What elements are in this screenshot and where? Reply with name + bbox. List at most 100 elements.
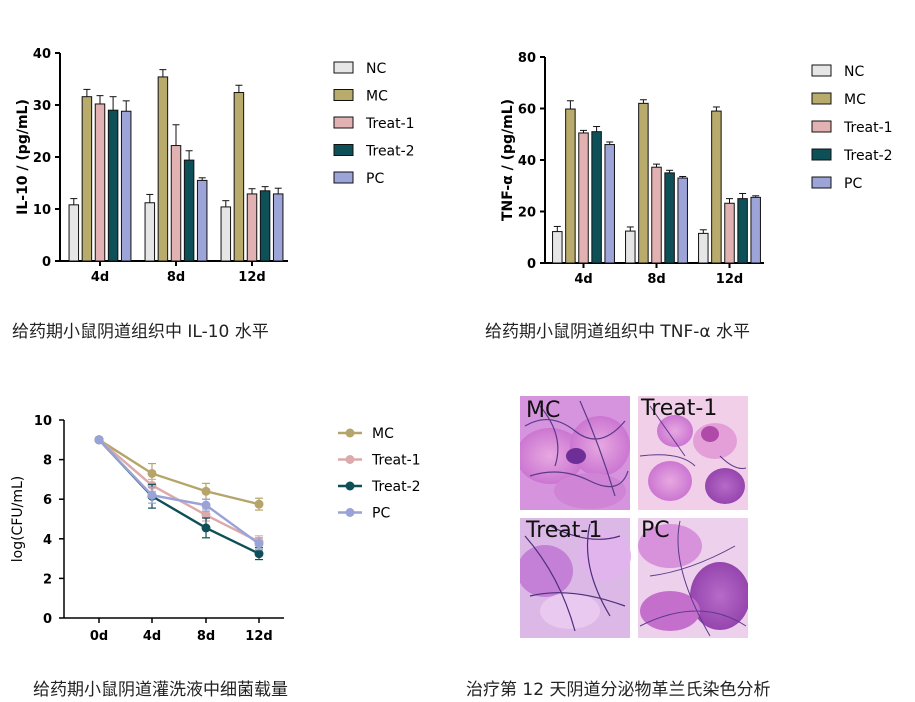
tnf-y-axis-label: TNF-α / (pg/mL) xyxy=(500,99,516,221)
cfu-x-tick-label: 8d xyxy=(197,629,215,644)
il10-y-tick-label: 10 xyxy=(33,203,51,218)
tnf-legend-label: MC xyxy=(844,92,866,108)
il10-bar-nc xyxy=(144,202,156,262)
cfu-line-treat-2 xyxy=(98,438,260,555)
tnf-bar-treat-2 xyxy=(591,131,602,264)
il10-bar-nc xyxy=(220,206,232,262)
il10-bar-chart: 0 10 20 30 40 IL-10 / (pg/mL) 4d 8d 12d NC MC Treat… xyxy=(15,47,415,285)
il10-legend-swatch xyxy=(333,89,354,101)
cfu-point-mc xyxy=(254,499,264,509)
il10-legend-label: NC xyxy=(366,61,386,77)
il10-bar-pc xyxy=(120,110,132,262)
micrograph-treat1-b xyxy=(517,518,631,638)
micrograph-label-treat1-a: Treat-1 xyxy=(641,396,718,421)
cfu-legend-marker xyxy=(345,455,355,464)
tnf-y-tick-label: 20 xyxy=(518,206,536,221)
cfu-caption: 给药期小鼠阴道灌洗液中细菌载量 xyxy=(33,680,288,700)
tnf-bar-treat-1 xyxy=(724,202,735,264)
cfu-x-tick-label: 12d xyxy=(245,629,272,644)
tnf-bar-treat-1 xyxy=(578,132,589,264)
tnf-legend-swatch xyxy=(811,176,832,189)
cfu-point-treat-2 xyxy=(201,523,211,533)
micrograph-treat1-a xyxy=(638,396,748,510)
cfu-legend-marker xyxy=(345,481,355,491)
cfu-legend-marker xyxy=(345,508,355,517)
tnf-y-tick-label: 0 xyxy=(527,257,536,272)
cfu-y-tick-label: 6 xyxy=(43,493,52,508)
il10-y-tick-label: 30 xyxy=(33,99,51,114)
il10-bar-treat-2 xyxy=(259,190,271,262)
cfu-point-treat-1 xyxy=(201,510,211,520)
cfu-y-tick-label: 8 xyxy=(43,454,52,469)
micrograph-label-treat1-b: Treat-1 xyxy=(526,518,603,543)
tnf-x-tick-label: 4d xyxy=(574,272,592,287)
tnf-bar-pc xyxy=(677,177,688,264)
tnf-bar-chart: 0 20 40 60 80 TNF-α / (pg/mL) 4d 8d 12d NC MC Treat… xyxy=(500,51,893,287)
il10-legend-swatch xyxy=(333,171,354,184)
cfu-x-tick-label: 4d xyxy=(143,629,161,644)
micrograph-label-mc: MC xyxy=(526,398,561,423)
tnf-bar-treat-2 xyxy=(737,198,748,264)
cfu-point-pc xyxy=(94,435,104,445)
tnf-x-tick-label: 12d xyxy=(716,272,743,287)
il10-legend-label: MC xyxy=(366,89,388,105)
micrograph-caption: 治疗第 12 天阴道分泌物革兰氏染色分析 xyxy=(466,680,771,700)
cfu-x-tick-label: 0d xyxy=(90,629,108,644)
tnf-y-tick-label: 80 xyxy=(518,51,536,66)
il10-legend-label: Treat-2 xyxy=(365,144,415,160)
il10-y-tick-label: 40 xyxy=(33,47,51,62)
il10-y-tick-label: 0 xyxy=(42,255,51,270)
il10-legend-swatch xyxy=(333,144,354,156)
tnf-legend-swatch xyxy=(811,148,832,161)
il10-bar-pc xyxy=(196,179,208,262)
cfu-y-tick-label: 2 xyxy=(43,572,52,587)
tnf-y-tick-label: 60 xyxy=(518,103,536,118)
tnf-legend-swatch xyxy=(811,64,832,77)
tnf-bar-nc xyxy=(698,232,709,264)
tnf-legend-swatch xyxy=(811,92,832,105)
cfu-line-chart: 0 2 4 6 8 10 log(CFU/mL) 0d 4d 8d 12d MC Treat-1 Trea… xyxy=(10,414,421,644)
cfu-y-tick-label: 10 xyxy=(34,414,52,429)
tnf-bar-treat-2 xyxy=(664,172,675,264)
il10-bar-treat-1 xyxy=(246,193,258,262)
tnf-legend-swatch xyxy=(811,120,832,133)
cfu-point-mc xyxy=(201,486,211,496)
il10-bar-treat-1 xyxy=(94,103,106,262)
tnf-bar-pc xyxy=(750,196,761,264)
tnf-bar-nc xyxy=(552,231,563,264)
il10-legend-label: Treat-1 xyxy=(365,116,415,132)
il10-y-tick-label: 20 xyxy=(33,151,51,166)
tnf-legend-label: PC xyxy=(844,176,862,192)
tnf-caption: 给药期小鼠阴道组织中 TNF-α 水平 xyxy=(485,322,751,342)
tnf-bar-mc xyxy=(711,110,722,264)
tnf-bar-nc xyxy=(625,230,636,264)
tnf-legend-label: Treat-1 xyxy=(843,120,893,136)
tnf-y-tick-label: 40 xyxy=(518,154,536,169)
micrograph-pc xyxy=(638,518,750,638)
il10-y-axis-label: IL-10 / (pg/mL) xyxy=(15,99,31,215)
micrograph-images xyxy=(516,396,750,638)
il10-bar-nc xyxy=(68,204,80,262)
tnf-bar-mc xyxy=(638,102,649,264)
cfu-legend-marker xyxy=(345,428,355,438)
tnf-legend-label: Treat-2 xyxy=(843,148,893,164)
cfu-legend-label: PC xyxy=(372,506,390,522)
il10-caption: 给药期小鼠阴道组织中 IL-10 水平 xyxy=(12,322,269,342)
il10-bar-treat-1 xyxy=(170,145,182,262)
cfu-legend-label: MC xyxy=(372,426,394,442)
il10-bar-treat-2 xyxy=(107,109,119,262)
il10-x-tick-label: 8d xyxy=(167,270,185,285)
cfu-line-mc xyxy=(98,438,260,506)
cfu-y-axis-label: log(CFU/mL) xyxy=(10,476,26,563)
cfu-legend-label: Treat-2 xyxy=(371,479,421,495)
tnf-x-tick-label: 8d xyxy=(647,272,665,287)
il10-legend-label: PC xyxy=(366,171,384,187)
cfu-point-pc xyxy=(201,500,211,510)
cfu-point-mc xyxy=(147,468,157,478)
il10-bar-mc xyxy=(233,92,245,262)
tnf-bar-treat-1 xyxy=(651,166,662,264)
il10-bar-mc xyxy=(81,96,93,262)
il10-bar-mc xyxy=(157,76,169,262)
tnf-bar-pc xyxy=(604,144,615,264)
il10-bar-pc xyxy=(272,193,284,262)
